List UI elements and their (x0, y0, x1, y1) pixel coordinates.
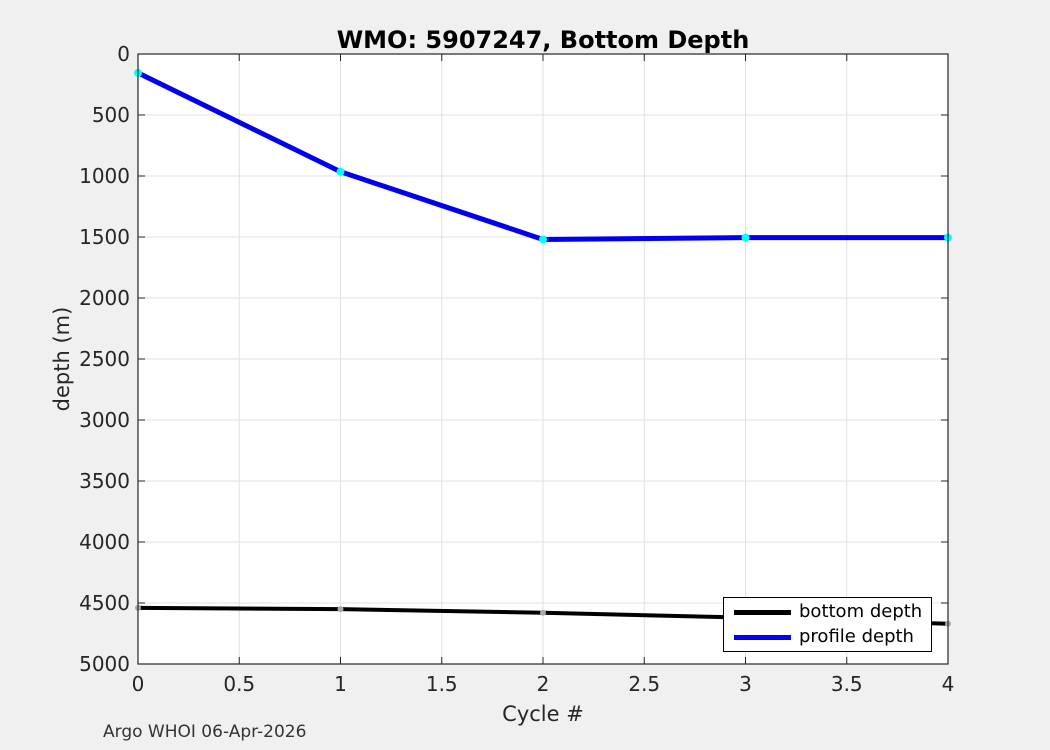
x-tick-label: 2.5 (628, 672, 661, 696)
legend-label: profile depth (799, 626, 914, 647)
legend-label: bottom depth (799, 601, 923, 622)
y-tick-label: 3000 (79, 408, 130, 432)
x-tick-label: 1.5 (425, 672, 458, 696)
y-tick-label: 1500 (79, 225, 130, 249)
y-tick-label: 0 (117, 42, 130, 66)
x-tick-label: 3 (739, 672, 752, 696)
legend-item-bottom-depth: bottom depth (724, 601, 931, 623)
y-tick-label: 500 (91, 103, 130, 127)
y-tick-label: 4500 (79, 591, 130, 615)
legend: bottom depth profile depth (723, 597, 932, 652)
y-tick-label: 2500 (79, 347, 130, 371)
axes-box (137, 53, 949, 665)
y-tick-label: 1000 (79, 164, 130, 188)
data-marker-profile-depth (336, 167, 345, 176)
y-tick-label: 5000 (79, 652, 130, 676)
legend-item-profile-depth: profile depth (724, 626, 931, 648)
legend-swatch-bottom-depth (734, 609, 791, 615)
x-tick-label: 3.5 (830, 672, 863, 696)
data-marker-profile-depth (539, 235, 547, 244)
footer-text: Argo WHOI 06-Apr-2026 (103, 722, 307, 742)
y-tick-label: 4000 (79, 530, 130, 554)
x-tick-label: 1 (334, 672, 347, 696)
x-tick-label: 0.5 (223, 672, 256, 696)
x-tick-label: 0 (131, 672, 145, 696)
legend-swatch-profile-depth (734, 634, 791, 640)
y-tick-label: 3500 (79, 469, 130, 493)
x-axis-label: Cycle # (502, 702, 584, 726)
data-marker-bottom-depth (337, 606, 344, 613)
x-tick-label: 4 (941, 672, 955, 696)
x-tick-label: 2 (536, 672, 550, 696)
chart-title: WMO: 5907247, Bottom Depth (336, 26, 750, 54)
data-marker-profile-depth (741, 233, 750, 242)
data-marker-bottom-depth (540, 609, 546, 616)
y-tick-label: 2000 (79, 286, 130, 310)
